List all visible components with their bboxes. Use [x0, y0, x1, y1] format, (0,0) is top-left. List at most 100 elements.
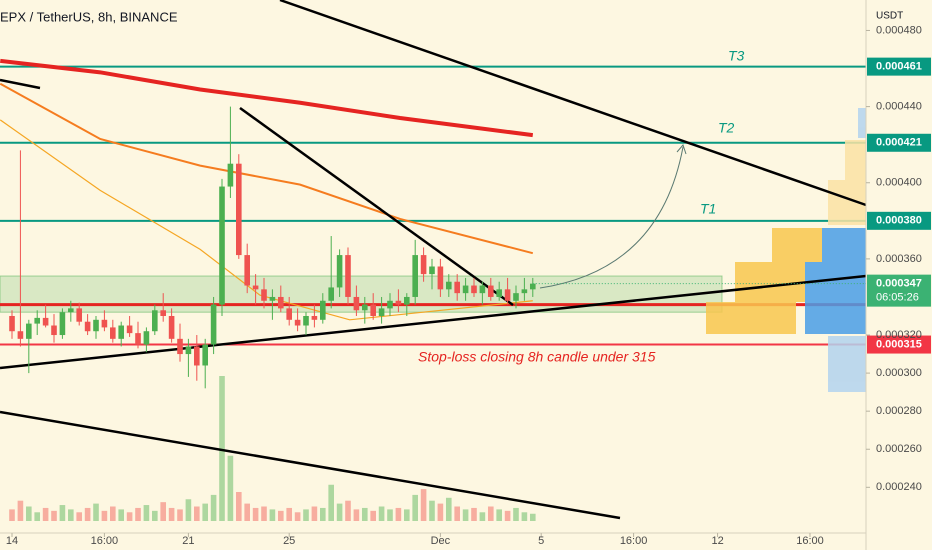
- moving-average: [0, 119, 533, 321]
- candle-body: [395, 300, 402, 305]
- candle-body: [26, 323, 32, 339]
- volume-bar: [487, 506, 494, 521]
- candle-body: [34, 317, 41, 324]
- volume-bar: [454, 506, 460, 521]
- candle-body: [261, 289, 267, 301]
- candle-body: [471, 285, 477, 294]
- y-tick-label: 0.000300: [876, 367, 922, 379]
- volume-bar: [479, 512, 486, 521]
- candle-body: [42, 317, 49, 326]
- volume-bar: [395, 507, 402, 521]
- volume-bar: [84, 507, 91, 521]
- volume-bar: [236, 492, 242, 521]
- projection-arrow: [539, 146, 684, 289]
- x-tick-label: 16:00: [796, 535, 824, 547]
- candle-body: [286, 308, 292, 320]
- candle-body: [168, 315, 175, 339]
- candle-body: [252, 285, 259, 290]
- x-tick-label: 16:00: [91, 535, 119, 547]
- price-badge: [867, 57, 931, 76]
- volume-bar: [227, 455, 234, 521]
- price-badge: [867, 211, 931, 230]
- x-tick-label: 14: [6, 535, 18, 547]
- candle-body: [17, 331, 24, 339]
- volume-bar: [26, 506, 32, 521]
- last-price-label: 0.000347: [876, 278, 922, 290]
- candle-body: [403, 296, 410, 305]
- x-tick-label: Dec: [431, 535, 451, 547]
- volume-bar: [345, 500, 351, 521]
- trendlines: [0, 0, 867, 520]
- candle-body: [177, 338, 183, 355]
- candle-body: [294, 319, 301, 326]
- volume-bar: [202, 503, 209, 521]
- price-badge-label: 0.000421: [876, 137, 922, 149]
- chart-title: EPX / TetherUS, 8h, BINANCE: [0, 9, 178, 24]
- candle-body: [479, 285, 486, 294]
- candle-body: [487, 285, 494, 297]
- volume-bar: [17, 500, 24, 521]
- volume-bar: [445, 497, 452, 521]
- x-tick-label: 25: [283, 535, 295, 547]
- volume-bar: [277, 510, 284, 521]
- candle-body: [135, 333, 141, 345]
- candle-body: [420, 255, 427, 275]
- x-tick-label: 16:00: [620, 535, 648, 547]
- volume-bar: [311, 506, 318, 521]
- volume-bar: [387, 509, 393, 521]
- candle-body: [68, 308, 74, 313]
- volume-bar: [42, 507, 49, 521]
- price-badge: [867, 133, 931, 152]
- volume-bar: [219, 376, 225, 521]
- volume-bar: [437, 503, 444, 521]
- candle-body: [236, 163, 242, 256]
- y-tick-label: 0.000240: [876, 481, 922, 493]
- candle-body: [143, 331, 150, 345]
- price-badge-label: 0.000315: [876, 338, 922, 350]
- price-badge-label: 0.000461: [876, 61, 922, 73]
- volume-bar: [185, 499, 192, 521]
- profile-bar: [828, 336, 866, 392]
- candle-body: [378, 308, 385, 316]
- annotation: Stop-loss closing 8h candle under 315: [418, 349, 656, 365]
- trendline: [239, 106, 514, 307]
- volume-bar: [194, 506, 200, 521]
- volume-bar: [68, 509, 74, 521]
- volume-bar: [261, 506, 267, 521]
- volume-bar: [378, 506, 385, 521]
- y-tick-label: 0.000360: [876, 253, 922, 265]
- volume-bar: [210, 494, 217, 521]
- x-tick-label: 5: [538, 535, 544, 547]
- volume-bar: [135, 507, 141, 521]
- annotation: T3: [728, 48, 745, 64]
- candle-body: [454, 281, 460, 294]
- profile-bar: [858, 108, 866, 138]
- candle-body: [412, 255, 418, 297]
- annotation: T1: [700, 201, 716, 217]
- annotation: T2: [718, 120, 735, 136]
- candle-body: [152, 310, 158, 332]
- candle-body: [210, 304, 217, 345]
- x-tick-label: 21: [182, 535, 194, 547]
- candle-body: [269, 296, 276, 301]
- volume-bar: [34, 512, 41, 521]
- volume-bar: [160, 502, 167, 521]
- candle-body: [319, 300, 326, 320]
- candle-body: [345, 255, 351, 297]
- volume-bar: [303, 509, 309, 521]
- y-tick-label: 0.000480: [876, 24, 922, 36]
- volume-bar: [403, 509, 410, 521]
- candle-body: [219, 186, 225, 305]
- candle-body: [277, 296, 284, 309]
- volume-bar: [504, 510, 511, 521]
- candle-body: [76, 308, 83, 322]
- profile-bar: [845, 140, 866, 180]
- volume-bar: [168, 507, 175, 521]
- volume-bar: [101, 510, 108, 521]
- volume-bar: [336, 503, 343, 521]
- candle-body: [59, 312, 66, 336]
- candle-body: [496, 289, 502, 297]
- trendline: [0, 410, 621, 520]
- volume-bar: [412, 494, 418, 521]
- price-badge-label: 0.000380: [876, 215, 922, 227]
